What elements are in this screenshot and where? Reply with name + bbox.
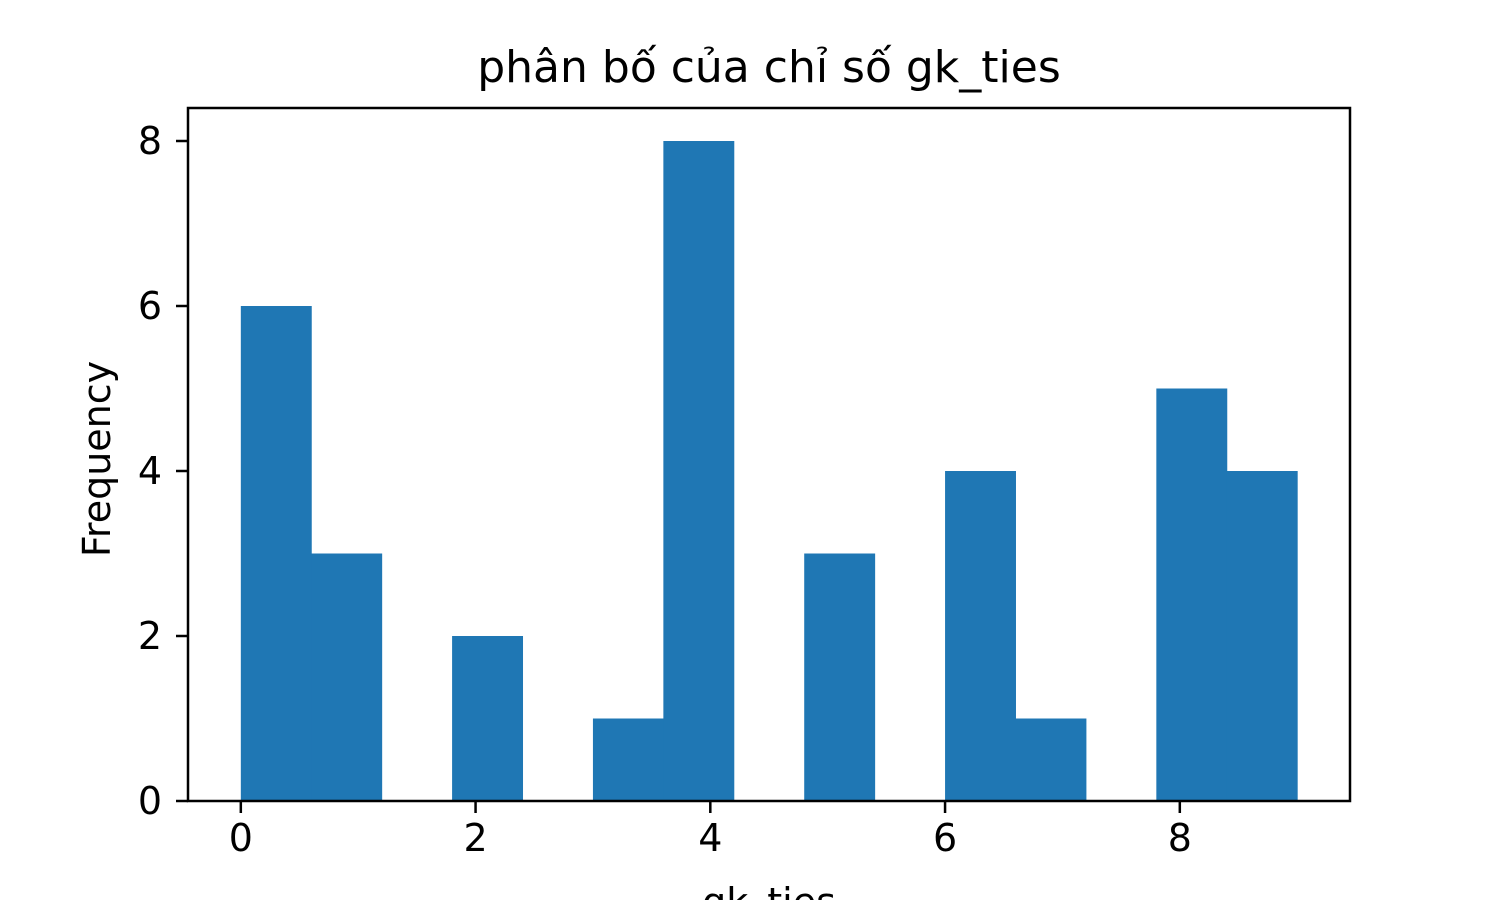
bars-group <box>240 141 1298 801</box>
x-axis-ticks: 0 2 4 6 8 <box>229 801 1192 860</box>
histogram-bar <box>945 471 1016 801</box>
histogram-bar <box>311 553 383 801</box>
y-tick-label: 4 <box>138 449 162 493</box>
histogram-bar <box>1226 471 1298 801</box>
y-tick-label: 2 <box>138 614 162 658</box>
histogram-bar <box>592 718 664 801</box>
plot-frame <box>186 106 1352 803</box>
y-tick-label: 0 <box>138 779 162 823</box>
histogram-bar <box>452 636 524 801</box>
histogram-bar <box>240 306 312 801</box>
x-tick-label: 0 <box>229 816 253 860</box>
x-tick-label: 2 <box>463 816 487 860</box>
x-tick-label: 8 <box>1168 816 1192 860</box>
histogram-bar <box>1156 388 1228 801</box>
y-tick-label: 6 <box>138 284 162 328</box>
y-axis-ticks: 0 2 4 6 8 <box>138 119 188 823</box>
x-tick-label: 4 <box>698 816 722 860</box>
chart-title: phân bố của chỉ số gk_ties <box>477 42 1061 93</box>
x-tick-label: 6 <box>933 816 957 860</box>
histogram-bar <box>1015 718 1087 801</box>
y-tick-label: 8 <box>138 119 162 163</box>
histogram-bar <box>804 553 876 801</box>
y-axis-label: Frequency <box>75 361 119 557</box>
histogram-bar <box>663 141 735 801</box>
x-axis-label: gk_ties <box>702 880 836 900</box>
